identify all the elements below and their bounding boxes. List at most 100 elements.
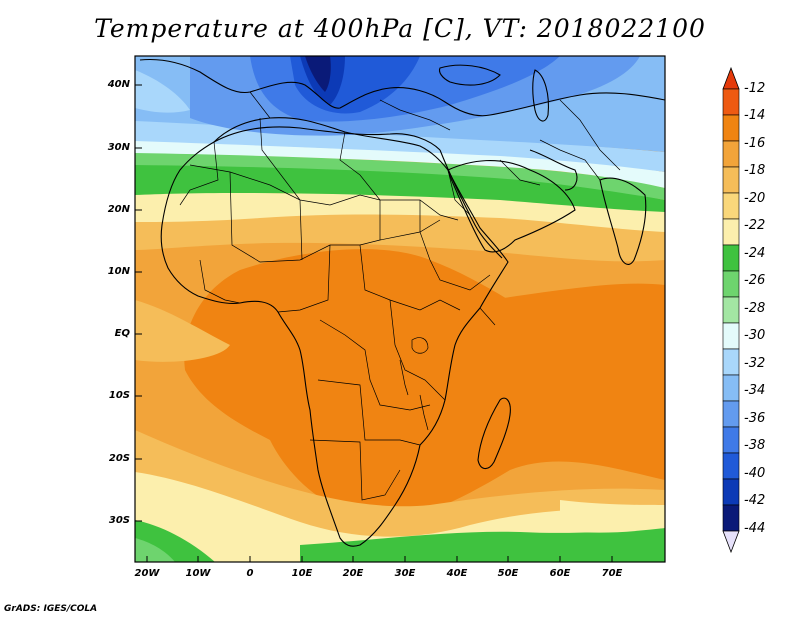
colorbar-label: -16: [744, 136, 766, 151]
mediterranean-south-coast: [213, 126, 441, 151]
lon-label: 10E: [291, 568, 313, 579]
colorbar-box: [722, 296, 740, 324]
lon-label: 30E: [394, 568, 416, 579]
colorbar-label: -20: [744, 191, 766, 206]
border: [359, 244, 461, 311]
colorbar-label: -12: [744, 81, 766, 96]
lat-label: 30N: [107, 142, 130, 153]
lon-label: 0: [246, 568, 254, 579]
colorbar-label: -24: [744, 246, 766, 261]
lon-label: 70E: [601, 568, 623, 579]
lake-malawi: [419, 394, 429, 431]
colorbar-box: [722, 218, 740, 246]
border: [259, 117, 301, 201]
border: [559, 99, 621, 171]
border: [299, 199, 303, 261]
colorbar-box: [722, 374, 740, 402]
border: [249, 91, 271, 119]
colorbar-top-arrow: [722, 66, 740, 90]
caspian-coast: [532, 69, 549, 122]
lon-label: 20E: [342, 568, 364, 579]
colorbar-box: [722, 88, 740, 116]
colorbar-label: -32: [744, 356, 766, 371]
field-land-warm: [184, 249, 665, 520]
border: [317, 379, 421, 446]
border: [339, 131, 381, 201]
axis-ticks: [135, 84, 613, 562]
coastlines: [139, 58, 665, 547]
lon-label: 10W: [185, 568, 211, 579]
border: [319, 319, 431, 411]
field-green-north-light: [135, 152, 665, 200]
lake-victoria: [411, 337, 429, 354]
colorbar-box: [722, 452, 740, 480]
border: [389, 299, 446, 401]
colorbar-label: -34: [744, 383, 766, 398]
field-green-southeast: [300, 528, 665, 562]
credit-text: GrADS: IGES/COLA: [4, 604, 98, 614]
border: [499, 159, 541, 186]
colorbar-boxes: [722, 88, 740, 532]
colorbar-label: -42: [744, 493, 766, 508]
lon-label: 20W: [134, 568, 160, 579]
colorbar-label: -30: [744, 328, 766, 343]
plot-frame: [134, 55, 666, 563]
red-sea-coast: [439, 149, 503, 259]
field-pale-north: [135, 140, 665, 188]
field-green-south-light: [135, 538, 175, 562]
lat-label: 20S: [108, 453, 130, 464]
colorbar: [722, 66, 740, 554]
colorbar-box: [722, 114, 740, 142]
lon-label: 50E: [497, 568, 519, 579]
lat-label: 30S: [108, 515, 130, 526]
lon-label: 40E: [446, 568, 468, 579]
colorbar-box: [722, 400, 740, 428]
country-borders: [179, 91, 621, 501]
madagascar-coastline: [477, 397, 511, 470]
colorbar-box: [722, 504, 740, 532]
border: [419, 200, 491, 291]
colorbar-label: -44: [744, 521, 766, 536]
colorbar-bottom-arrow: [722, 530, 740, 554]
border: [447, 169, 471, 216]
border: [189, 164, 381, 240]
lat-label: 10N: [107, 266, 130, 277]
field-nw-pale: [135, 70, 190, 113]
field-atlantic-light: [135, 300, 230, 362]
border: [539, 139, 601, 181]
map-title: Temperature at 400hPa [C], VT: 201802210…: [94, 14, 706, 43]
border: [379, 99, 451, 131]
field-green-north: [135, 162, 665, 212]
lake-tanganyika: [399, 359, 409, 396]
colorbar-label: -36: [744, 411, 766, 426]
colorbar-label: -28: [744, 301, 766, 316]
persian-gulf-coast: [529, 149, 578, 191]
colorbar-label: -40: [744, 466, 766, 481]
temperature-field: [135, 56, 665, 562]
field-ocean-orange: [490, 283, 665, 340]
colorbar-label: -38: [744, 438, 766, 453]
lat-label: 10S: [108, 390, 130, 401]
border: [277, 244, 331, 313]
lat-label: EQ: [114, 328, 130, 339]
colorbar-box: [722, 426, 740, 454]
lat-label: 40N: [107, 79, 130, 90]
colorbar-box: [722, 348, 740, 376]
arabia-coastline: [447, 160, 576, 253]
colorbar-box: [722, 192, 740, 220]
lat-label: 20N: [107, 204, 130, 215]
colorbar-box: [722, 478, 740, 506]
border: [179, 141, 219, 206]
black-sea-coast: [438, 64, 501, 86]
field-yellow-south: [135, 430, 665, 537]
border: [380, 199, 459, 221]
lon-label: 60E: [549, 568, 571, 579]
colorbar-label: -26: [744, 273, 766, 288]
border: [479, 307, 496, 326]
colorbar-box: [722, 270, 740, 298]
colorbar-label: -14: [744, 108, 766, 123]
colorbar-box: [722, 166, 740, 194]
colorbar-label: -22: [744, 218, 766, 233]
colorbar-box: [722, 322, 740, 350]
